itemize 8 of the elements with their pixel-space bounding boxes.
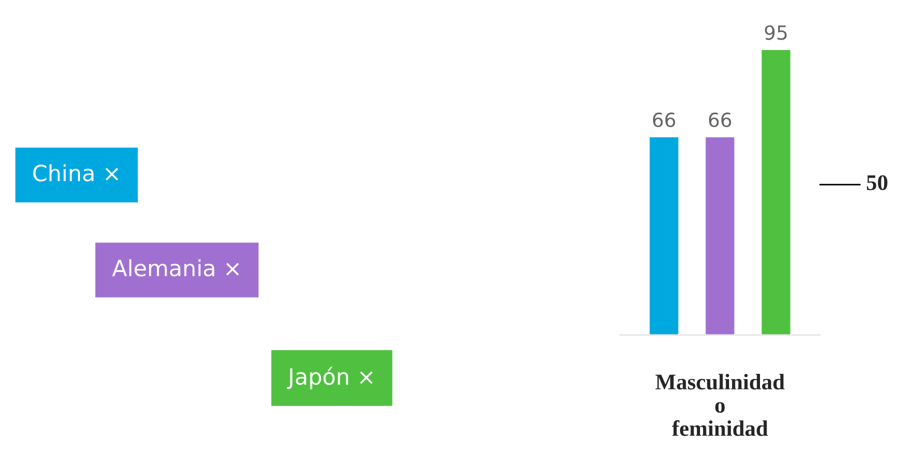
data-label: 66: [652, 112, 676, 128]
text: Japón ×: [286, 366, 373, 390]
data-label: 66: [708, 112, 732, 128]
ref-line-label: 50: [866, 175, 888, 190]
text: Alemania ×: [112, 259, 239, 276]
x-tick-label: Masculinidad o feminidad: [656, 374, 785, 436]
text: China ×: [33, 164, 118, 182]
data-label: 95: [764, 25, 787, 40]
